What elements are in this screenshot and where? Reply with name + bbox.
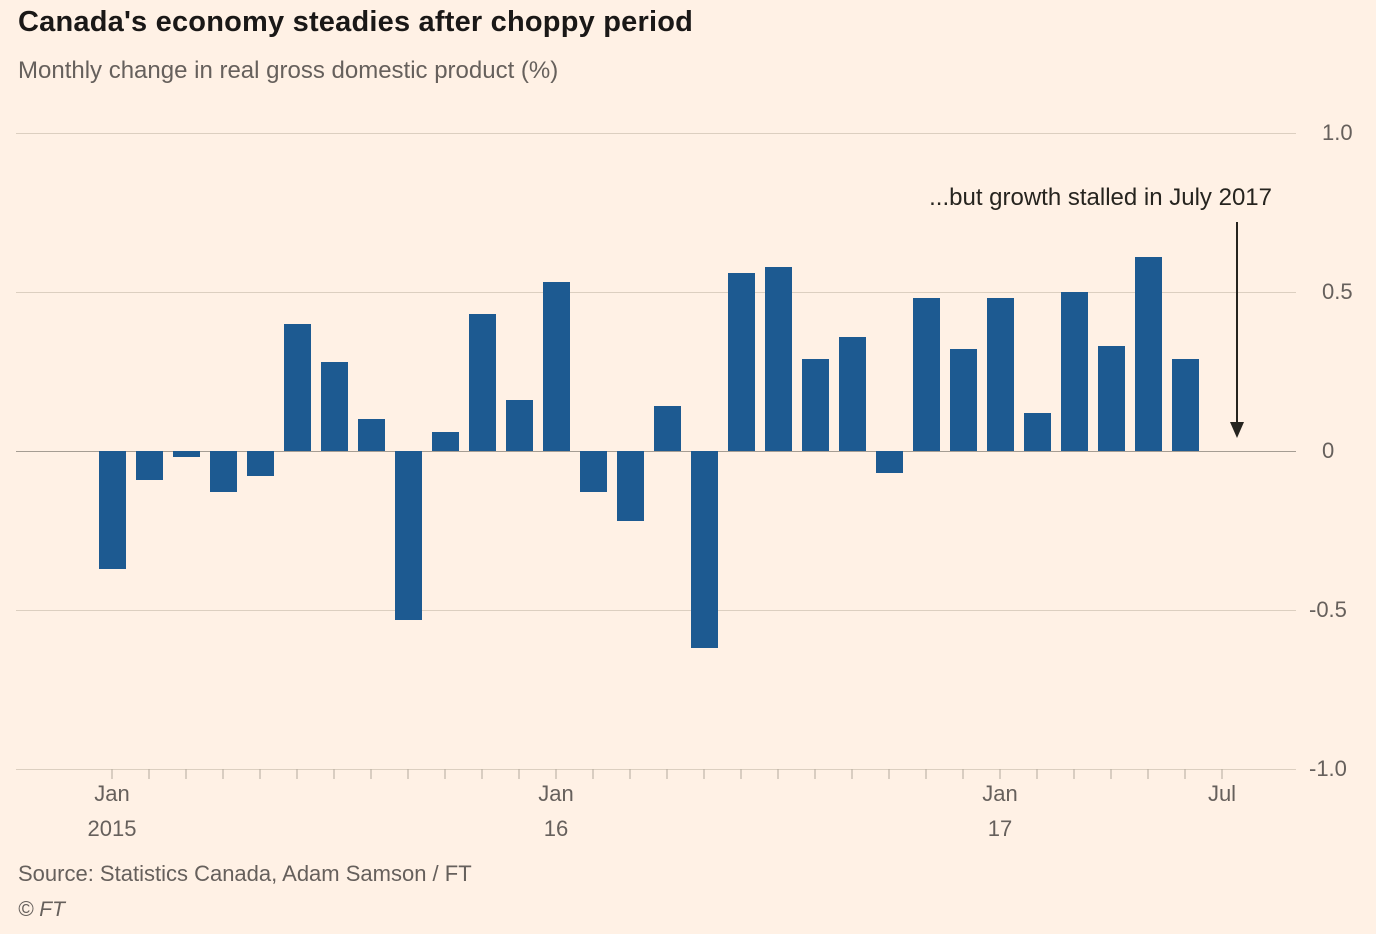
x-axis-tick bbox=[888, 769, 890, 779]
x-axis-tick bbox=[666, 769, 668, 779]
bar-jul-2015 bbox=[320, 361, 348, 451]
bar-dec-2015 bbox=[505, 400, 533, 451]
bar-apr-2015 bbox=[209, 451, 237, 493]
x-axis-tick bbox=[1221, 769, 1223, 779]
gridline bbox=[16, 610, 1296, 611]
x-axis-label: Jan bbox=[538, 781, 574, 806]
bar-oct-2016 bbox=[875, 451, 903, 474]
bar-nov-2016 bbox=[912, 298, 940, 451]
ft-copyright: © FT bbox=[18, 898, 65, 921]
x-axis-tick bbox=[370, 769, 372, 779]
x-axis-tick bbox=[407, 769, 409, 779]
x-axis-tick bbox=[851, 769, 853, 779]
bar-oct-2015 bbox=[431, 431, 459, 451]
gridline bbox=[16, 769, 1296, 770]
y-axis-tick-label: -0.5 bbox=[1309, 597, 1347, 622]
x-axis-tick bbox=[111, 769, 113, 779]
x-axis-tick bbox=[814, 769, 816, 779]
bar-aug-2016 bbox=[801, 358, 829, 451]
bar-apr-2016 bbox=[653, 406, 681, 451]
x-axis-tick bbox=[1036, 769, 1038, 779]
y-axis-tick-label: 1.0 bbox=[1322, 120, 1353, 145]
x-axis-label-year: 17 bbox=[987, 816, 1013, 841]
x-axis-tick bbox=[259, 769, 261, 779]
x-axis-label: Jan bbox=[94, 781, 130, 806]
x-axis-tick bbox=[777, 769, 779, 779]
bar-dec-2016 bbox=[949, 349, 977, 451]
x-axis-tick bbox=[481, 769, 483, 779]
x-axis-label-year: 2015 bbox=[87, 816, 137, 841]
bar-mar-2017 bbox=[1060, 292, 1088, 451]
x-axis-tick bbox=[222, 769, 224, 779]
x-axis-tick bbox=[1073, 769, 1075, 779]
gridline bbox=[16, 133, 1296, 134]
x-axis-tick bbox=[740, 769, 742, 779]
chart-subtitle: Monthly change in real gross domestic pr… bbox=[18, 57, 559, 84]
x-axis-tick bbox=[444, 769, 446, 779]
x-axis-tick bbox=[333, 769, 335, 779]
source-credit: Source: Statistics Canada, Adam Samson /… bbox=[18, 861, 472, 886]
x-axis-label: Jul bbox=[1207, 781, 1237, 806]
bar-apr-2017 bbox=[1097, 346, 1125, 451]
gridline bbox=[16, 292, 1296, 293]
x-axis-tick bbox=[185, 769, 187, 779]
y-axis-tick-label: 0 bbox=[1322, 438, 1335, 463]
bar-jul-2016 bbox=[764, 266, 792, 451]
y-axis-tick-label: 0.5 bbox=[1322, 279, 1353, 304]
bar-jun-2016 bbox=[727, 272, 755, 451]
annotation-label: ...but growth stalled in July 2017 bbox=[929, 184, 1272, 211]
x-axis-tick bbox=[999, 769, 1001, 779]
zero-gridline bbox=[16, 451, 1296, 452]
x-axis-label-year: 16 bbox=[543, 816, 569, 841]
bar-feb-2017 bbox=[1023, 412, 1051, 451]
bar-jun-2015 bbox=[283, 323, 311, 451]
x-axis-tick bbox=[148, 769, 150, 779]
bar-feb-2015 bbox=[135, 451, 163, 480]
y-axis-tick-label: -1.0 bbox=[1309, 756, 1347, 781]
bar-jun-2017 bbox=[1171, 358, 1199, 451]
x-axis-tick bbox=[1110, 769, 1112, 779]
plot-area: 1.0 0.5 0 -0.5 -1.0 Jan 2015 Jan 16 Jan 17 Jul bbox=[16, 120, 1353, 841]
bar-jan-2017 bbox=[986, 298, 1014, 451]
x-axis-tick bbox=[962, 769, 964, 779]
bar-jan-2016 bbox=[542, 282, 570, 451]
bar-aug-2015 bbox=[357, 419, 385, 451]
x-axis-tick bbox=[1147, 769, 1149, 779]
bar-may-2015 bbox=[246, 451, 274, 477]
bar-nov-2015 bbox=[468, 314, 496, 451]
bar-mar-2015 bbox=[172, 451, 200, 458]
x-axis-tick bbox=[925, 769, 927, 779]
bar-feb-2016 bbox=[579, 451, 607, 493]
bar-may-2016 bbox=[690, 451, 718, 649]
x-axis-label: Jan bbox=[982, 781, 1018, 806]
x-axis-tick bbox=[592, 769, 594, 779]
x-axis-tick bbox=[629, 769, 631, 779]
x-axis-tick bbox=[518, 769, 520, 779]
bar-sep-2015 bbox=[394, 451, 422, 620]
down-arrow-icon bbox=[1230, 222, 1244, 438]
bar-may-2017 bbox=[1134, 257, 1162, 451]
bar-jan-2015 bbox=[98, 451, 126, 569]
x-axis-tick bbox=[1184, 769, 1186, 779]
x-axis-tick bbox=[555, 769, 557, 779]
bar-sep-2016 bbox=[838, 336, 866, 451]
x-axis-tick bbox=[703, 769, 705, 779]
chart-title: Canada's economy steadies after choppy p… bbox=[18, 6, 694, 38]
bar-mar-2016 bbox=[616, 451, 644, 521]
x-axis-tick bbox=[296, 769, 298, 779]
